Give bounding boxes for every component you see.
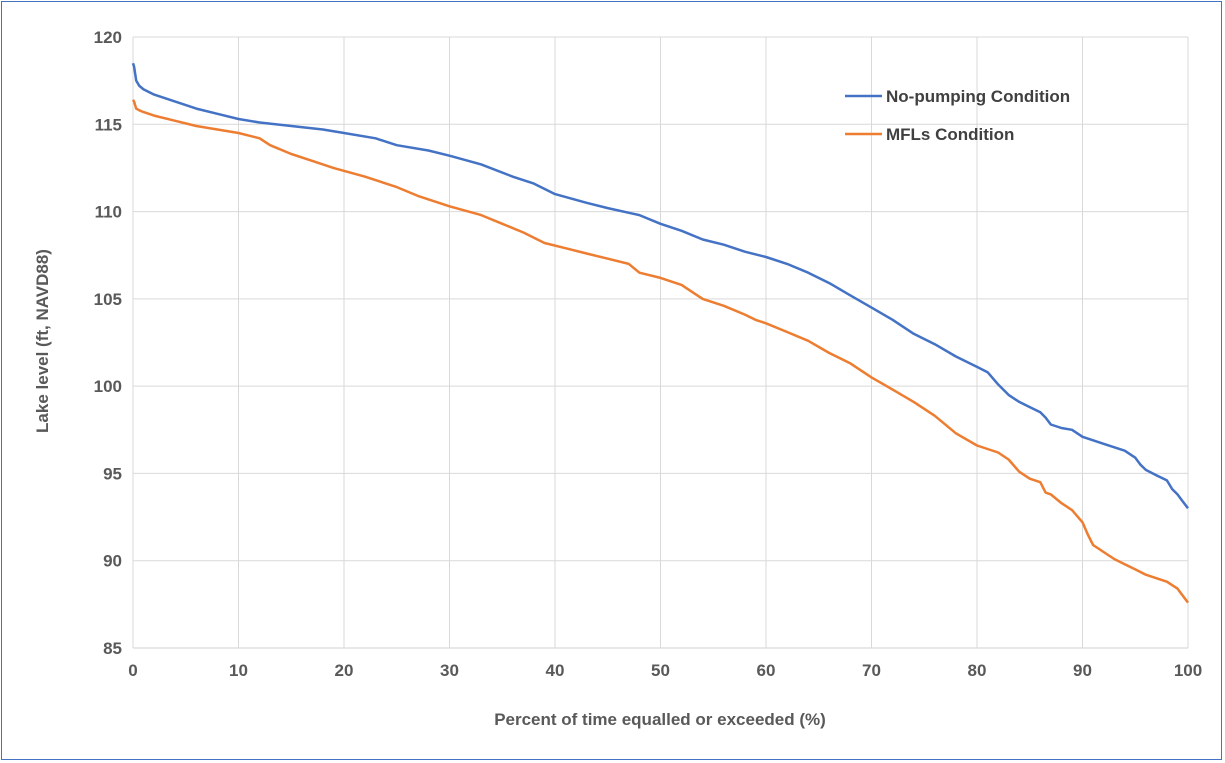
y-tick-label: 95 <box>103 464 122 483</box>
legend: No-pumping Condition MFLs Condition <box>845 87 1070 144</box>
series-line-no-pumping-condition <box>131 62 1189 510</box>
y-tick-labels: 85 90 95 100 105 110 115 120 <box>94 28 122 658</box>
series-line-mfls-condition <box>131 99 1189 604</box>
x-tick-label: 60 <box>757 661 776 680</box>
x-tick-label: 40 <box>546 661 565 680</box>
x-tick-label: 100 <box>1174 661 1202 680</box>
x-tick-labels: 0 10 20 30 40 50 60 70 80 90 100 <box>128 661 1202 680</box>
gridlines <box>132 36 1189 648</box>
series-lines <box>131 62 1189 604</box>
x-tick-label: 90 <box>1073 661 1092 680</box>
x-axis-title: Percent of time equalled or exceeded (%) <box>494 710 826 729</box>
y-tick-label: 85 <box>103 639 122 658</box>
y-tick-label: 110 <box>95 203 122 222</box>
x-tick-label: 80 <box>968 661 987 680</box>
y-tick-label: 120 <box>94 28 122 47</box>
x-tick-label: 20 <box>335 661 354 680</box>
y-tick-label: 90 <box>103 552 122 571</box>
y-axis-title: Lake level (ft, NAVD88) <box>33 249 52 433</box>
legend-label-no-pumping-condition: No-pumping Condition <box>886 87 1070 106</box>
y-tick-label: 100 <box>94 377 122 396</box>
x-tick-label: 30 <box>440 661 459 680</box>
x-tick-label: 0 <box>128 661 137 680</box>
x-tick-label: 50 <box>651 661 670 680</box>
y-tick-label: 115 <box>95 115 122 134</box>
x-tick-label: 10 <box>229 661 248 680</box>
y-tick-label: 105 <box>94 290 122 309</box>
x-tick-label: 70 <box>862 661 881 680</box>
legend-label-mfls-condition: MFLs Condition <box>886 125 1014 144</box>
